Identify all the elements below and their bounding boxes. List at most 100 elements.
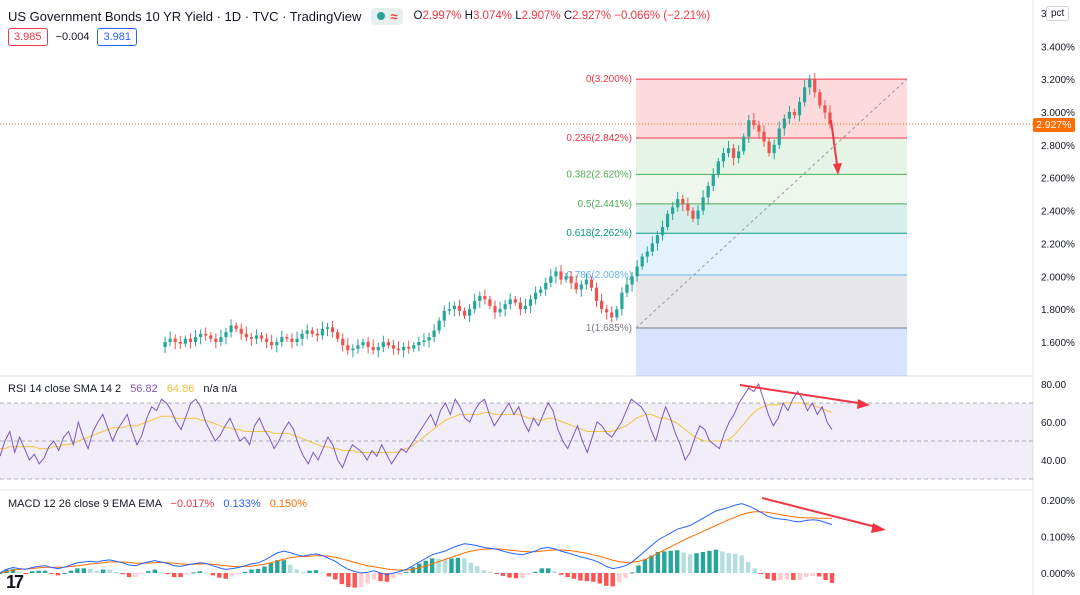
change-value: −0.066% (−2.21%) [614, 10, 711, 22]
candle-body [229, 325, 233, 333]
macd-histogram-bar [397, 573, 403, 576]
rsi-legend[interactable]: RSI 14 close SMA 14 2 56.82 64.86 n/a n/… [8, 383, 237, 395]
candle-body [315, 333, 319, 336]
ask-button[interactable]: 3.981 [97, 28, 138, 46]
candle-body [336, 332, 340, 339]
price-tick-label: 2.600% [1041, 174, 1075, 185]
macd-histogram-bar [571, 573, 577, 579]
candle-body [513, 299, 517, 303]
candle-body [224, 332, 228, 338]
macd-histogram-bar [610, 573, 615, 587]
macd-histogram-bar [552, 571, 557, 573]
macd-histogram-bar [604, 573, 609, 586]
candle-body [366, 342, 370, 347]
market-status-pill[interactable]: ≈ [371, 7, 404, 25]
macd-histogram-bar [429, 558, 435, 573]
candle-body [645, 251, 649, 257]
candle-body [264, 338, 269, 342]
macd-histogram-bar [255, 568, 261, 573]
candle-body [635, 266, 639, 277]
price-tick-label: 3 [1041, 9, 1047, 20]
candle-body [219, 337, 223, 342]
rsi-divergence-arrow-head-icon [857, 399, 870, 409]
macd-histogram-bar [320, 572, 325, 574]
macd-histogram-bar [681, 552, 686, 573]
macd-histogram-bar [533, 571, 538, 573]
bid-ask-row: 3.985 −0.004 3.981 [8, 28, 138, 46]
candle-body [356, 345, 360, 349]
macd-histogram-bar [578, 573, 583, 581]
candle-body [599, 300, 604, 310]
candle-body [772, 144, 776, 154]
candle-body [660, 227, 665, 236]
candle-body [615, 309, 619, 318]
macd-legend[interactable]: MACD 12 26 close 9 EMA EMA −0.017% 0.133… [8, 498, 307, 510]
macd-histogram-bar [365, 573, 370, 584]
candle-body [539, 289, 543, 293]
candle-body [249, 337, 253, 339]
macd-histogram-bar [17, 571, 22, 573]
macd-histogram-bar [765, 573, 770, 579]
rsi-divergence-arrow-line [739, 384, 866, 405]
last-price-label: 2.927% [1033, 118, 1075, 132]
chart-header: US Government Bonds 10 YR Yield · 1D · T… [8, 6, 710, 26]
symbol-title[interactable]: US Government Bonds 10 YR Yield · 1D · T… [8, 8, 362, 24]
candle-body [610, 312, 614, 318]
macd-histogram-bar [546, 568, 551, 573]
macd-histogram-bar [217, 573, 222, 578]
candle-body [554, 271, 558, 277]
candle-body [752, 120, 756, 126]
macd-histogram-bar [146, 571, 151, 573]
candle-body [498, 309, 502, 313]
macd-histogram-bar [636, 565, 641, 573]
candle-body [828, 112, 832, 124]
candle-body [528, 299, 533, 306]
macd-histogram-bar [700, 551, 706, 573]
macd-histogram-bar [262, 566, 267, 573]
macd-histogram-bar [513, 573, 519, 579]
macd-histogram-bar [49, 573, 54, 574]
rsi-tick-label: 60.00 [1041, 418, 1066, 429]
macd-histogram-bar [487, 571, 493, 573]
candle-body [813, 79, 817, 93]
bid-button[interactable]: 3.985 [8, 28, 48, 46]
macd-histogram-bar [326, 573, 332, 577]
scale-mode-button[interactable]: pct [1046, 6, 1070, 21]
candle-body [762, 131, 766, 142]
macd-histogram-bar [816, 573, 822, 577]
macd-histogram-bar [30, 571, 35, 573]
candle-body [757, 125, 761, 132]
drawn-arrow-line [830, 120, 839, 173]
macd-histogram-bar [713, 549, 719, 573]
tradingview-logo-icon[interactable]: 17 [6, 572, 24, 592]
candle-body [559, 271, 563, 280]
macd-histogram-bar [694, 553, 699, 573]
macd-histogram-bar [733, 553, 738, 573]
macd-tick-label: 0.100% [1041, 533, 1075, 544]
candle-body [163, 342, 167, 347]
fib-zone [636, 274, 907, 329]
macd-histogram-bar [565, 573, 570, 578]
candle-body [473, 300, 477, 310]
macd-histogram-bar [784, 573, 790, 580]
macd-histogram-bar [288, 564, 293, 573]
candle-body [503, 304, 507, 310]
candle-body [493, 305, 497, 313]
candle-body [706, 185, 710, 198]
price-tick-label: 3.400% [1041, 42, 1075, 53]
candle-body [797, 102, 802, 116]
close-value: 2.927% [572, 10, 612, 22]
candle-body [686, 204, 690, 211]
candle-body [168, 338, 172, 342]
macd-histogram-bar [584, 573, 590, 582]
rsi-legend-name: RSI 14 close SMA 14 2 [8, 383, 122, 395]
candle-body [270, 342, 274, 346]
candle-body [569, 276, 573, 283]
macd-tick-label: 0.000% [1041, 569, 1075, 580]
macd-histogram-bar [475, 565, 480, 573]
macd-histogram-bar [449, 558, 454, 573]
candle-body [483, 296, 487, 300]
candle-body [244, 333, 248, 338]
macd-signal-line [0, 511, 832, 574]
